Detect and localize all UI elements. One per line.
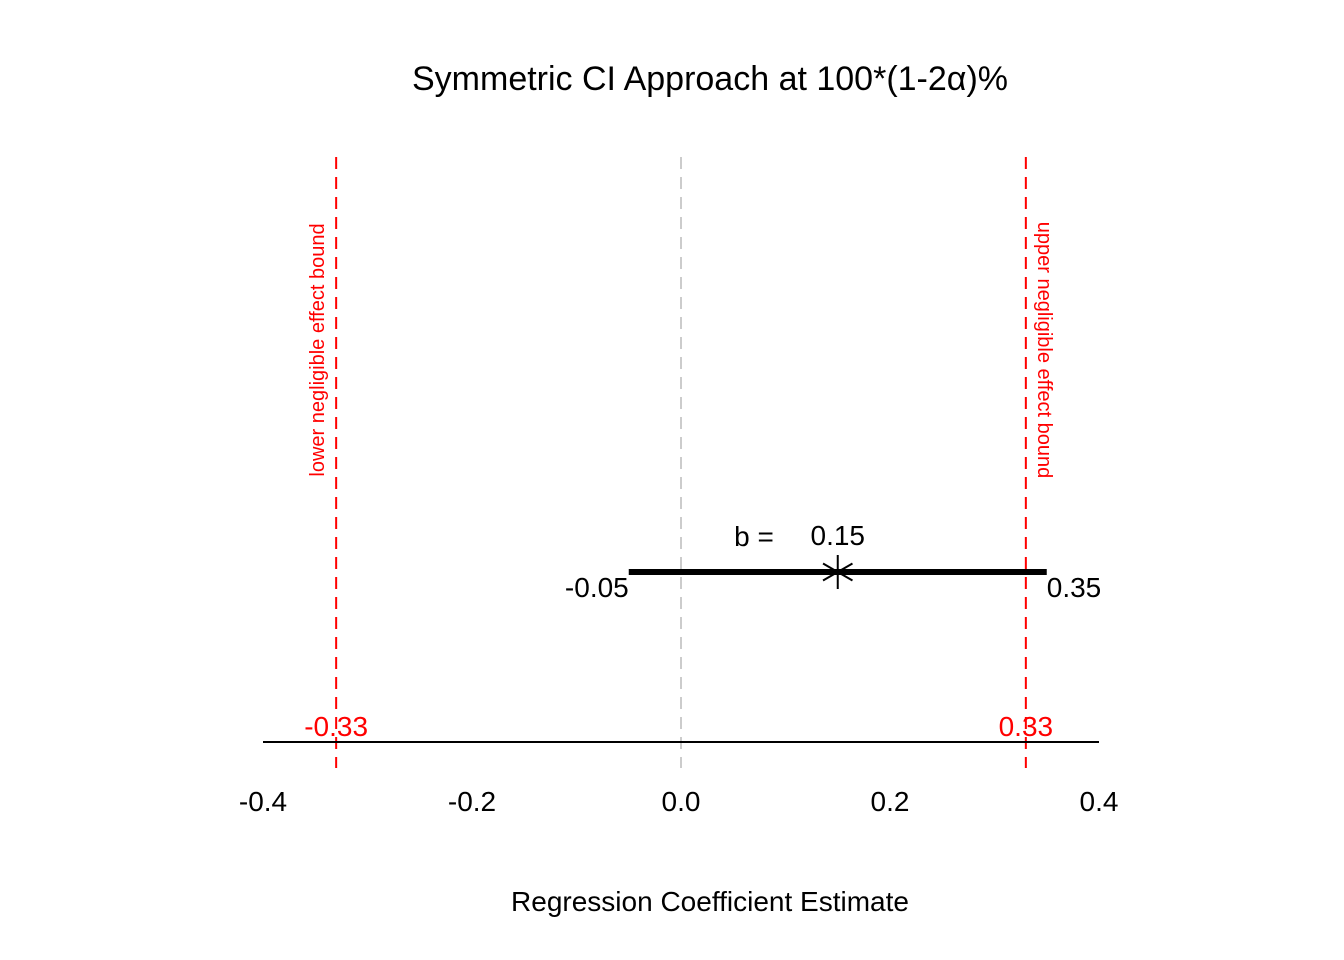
x-axis-label: Regression Coefficient Estimate [511, 886, 909, 917]
interval-lower-label: -0.05 [565, 572, 629, 603]
x-tick-label: 0.0 [662, 786, 701, 817]
lower-bound-annotation: lower negligible effect bound [307, 223, 329, 476]
x-tick-label: 0.2 [871, 786, 910, 817]
chart-title: Symmetric CI Approach at 100*(1-2α)% [412, 60, 1008, 98]
estimate-value-label: 0.15 [811, 520, 866, 551]
estimate-marker [822, 555, 853, 589]
estimate-prefix-label: b = [734, 521, 774, 552]
x-tick-label: -0.2 [448, 786, 496, 817]
upper-bound-value-label: 0.33 [999, 711, 1054, 742]
x-tick-label: 0.4 [1080, 786, 1119, 817]
estimate-marker-stroke [822, 562, 853, 582]
interval-upper-label: 0.35 [1047, 572, 1102, 603]
lower-bound-value-label: -0.33 [304, 711, 368, 742]
x-tick-label: -0.4 [239, 786, 287, 817]
upper-bound-annotation: upper negligible effect bound [1033, 222, 1055, 479]
